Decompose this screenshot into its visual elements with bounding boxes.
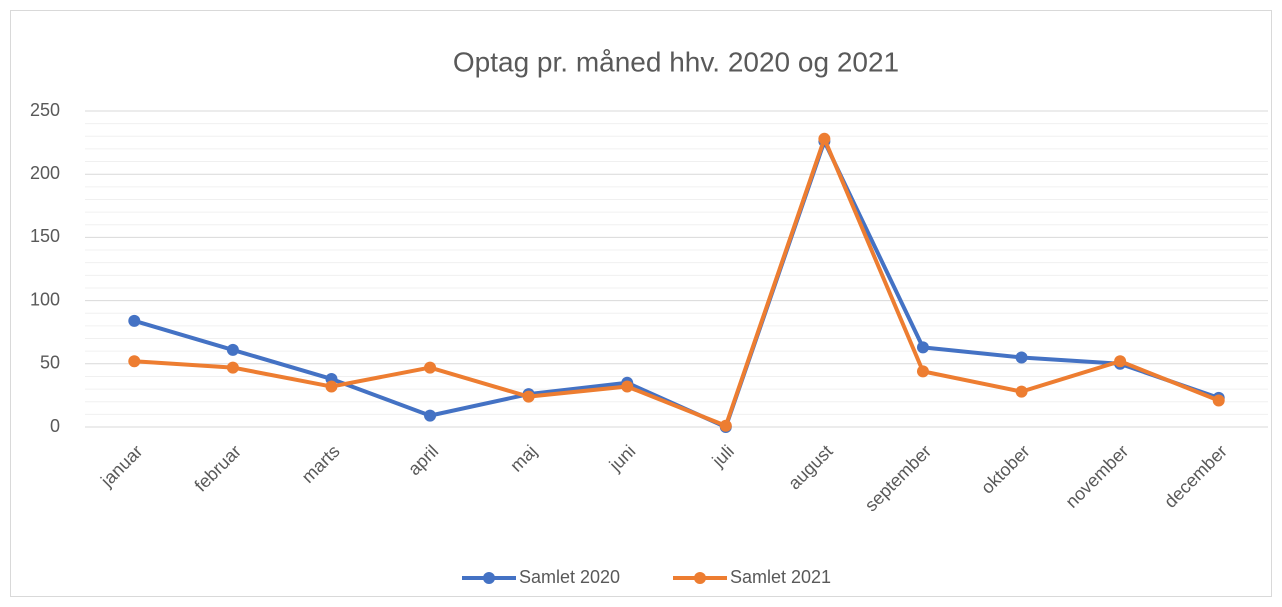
chart-frame bbox=[10, 10, 1272, 597]
data-point bbox=[424, 409, 437, 422]
legend-label: Samlet 2020 bbox=[519, 567, 620, 587]
y-tick-label: 200 bbox=[30, 163, 60, 183]
data-point bbox=[719, 419, 732, 432]
legend-marker bbox=[694, 572, 706, 584]
data-point bbox=[916, 341, 929, 354]
data-point bbox=[128, 314, 141, 327]
data-point bbox=[226, 361, 239, 374]
series-line bbox=[134, 136, 1220, 428]
y-tick-label: 150 bbox=[30, 226, 60, 246]
chart-title: Optag pr. måned hhv. 2020 og 2021 bbox=[453, 46, 899, 77]
data-point bbox=[325, 380, 338, 393]
y-tick-label: 100 bbox=[30, 289, 60, 309]
legend-label: Samlet 2021 bbox=[730, 567, 831, 587]
data-point bbox=[522, 390, 535, 403]
data-point bbox=[424, 361, 437, 374]
legend-marker bbox=[483, 572, 495, 584]
data-point bbox=[128, 355, 141, 368]
data-point bbox=[818, 132, 831, 145]
data-point bbox=[226, 343, 239, 356]
data-point bbox=[1114, 355, 1127, 368]
data-point bbox=[1015, 351, 1028, 364]
y-tick-label: 50 bbox=[40, 353, 60, 373]
data-point bbox=[1015, 385, 1028, 398]
data-point bbox=[1212, 394, 1225, 407]
data-point bbox=[621, 380, 634, 393]
y-tick-label: 0 bbox=[50, 416, 60, 436]
y-tick-label: 250 bbox=[30, 100, 60, 120]
data-point bbox=[916, 365, 929, 378]
